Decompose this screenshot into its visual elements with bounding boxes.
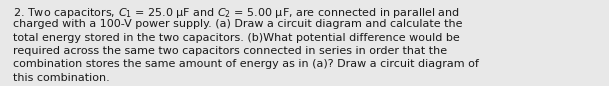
Text: total energy stored in the two capacitors. (b)What potential difference would be: total energy stored in the two capacitor…: [13, 33, 460, 43]
Text: required across the same two capacitors connected in series in order that the: required across the same two capacitors …: [13, 46, 448, 56]
Text: combination stores the same amount of energy as in (a)? Draw a circuit diagram o: combination stores the same amount of en…: [13, 59, 479, 69]
Text: charged with a 100-V power supply. (a) Draw a circuit diagram and calculate the: charged with a 100-V power supply. (a) D…: [13, 19, 463, 29]
Text: this combination.: this combination.: [13, 73, 110, 83]
Text: 2. Two capacitors, $C_1$ = 25.0 μF and $C_2$ = 5.00 μF, are connected in paralle: 2. Two capacitors, $C_1$ = 25.0 μF and $…: [13, 6, 460, 20]
